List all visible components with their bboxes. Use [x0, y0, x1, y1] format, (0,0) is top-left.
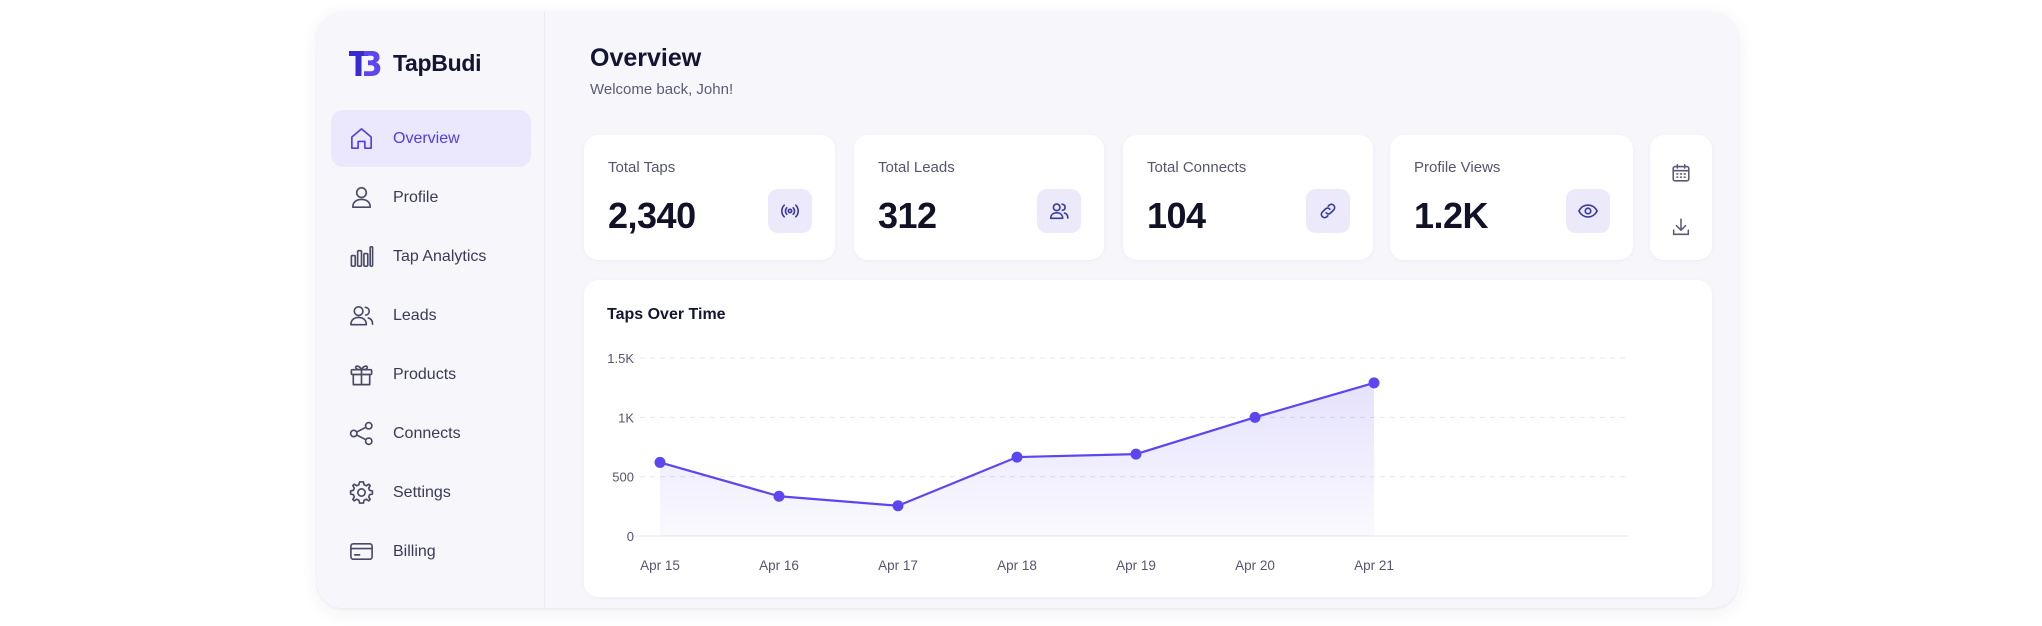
- eye-icon: [1566, 189, 1610, 233]
- sidebar-item-settings[interactable]: Settings: [331, 464, 531, 521]
- sidebar-item-connects[interactable]: Connects: [331, 405, 531, 462]
- stat-value: 2,340: [608, 195, 696, 236]
- sidebar-item-label: Tap Analytics: [393, 247, 487, 265]
- sidebar: TapBudi Overview Profile Tap Analytics: [317, 12, 545, 608]
- sidebar-item-label: Products: [393, 365, 457, 383]
- stat-card-total-connects[interactable]: Total Connects 104: [1123, 135, 1373, 260]
- tapbudi-logo-icon: [349, 51, 381, 76]
- stat-value: 312: [878, 195, 937, 236]
- stat-value: 1.2K: [1414, 195, 1489, 236]
- stat-card-total-leads[interactable]: Total Leads 312: [854, 135, 1104, 260]
- stat-label: Profile Views: [1414, 159, 1501, 176]
- share-icon: [347, 420, 375, 448]
- x-tick-label: Apr 18: [997, 558, 1037, 573]
- stat-card-profile-views[interactable]: Profile Views 1.2K: [1390, 135, 1633, 260]
- home-icon: [347, 125, 375, 153]
- page-title: Overview: [590, 44, 702, 72]
- brand-name: TapBudi: [393, 49, 482, 76]
- bar-chart-icon: [347, 243, 375, 271]
- sidebar-item-label: Billing: [393, 542, 436, 560]
- sidebar-nav: Overview Profile Tap Analytics Leads: [331, 110, 531, 582]
- sidebar-item-billing[interactable]: Billing: [331, 523, 531, 580]
- y-tick-label: 1K: [618, 410, 634, 425]
- stat-value: 104: [1147, 195, 1206, 236]
- x-tick-label: Apr 16: [759, 558, 799, 573]
- sidebar-item-label: Settings: [393, 483, 451, 501]
- y-tick-label: 1.5K: [607, 351, 634, 366]
- data-point: [1249, 411, 1261, 423]
- users-icon: [347, 302, 375, 330]
- brand-logo[interactable]: TapBudi: [347, 48, 481, 78]
- sidebar-item-label: Leads: [393, 306, 437, 324]
- x-tick-label: Apr 17: [878, 558, 918, 573]
- x-tick-label: Apr 21: [1354, 558, 1394, 573]
- x-tick-label: Apr 20: [1235, 558, 1275, 573]
- stat-label: Total Connects: [1147, 159, 1247, 176]
- quick-actions-panel: [1650, 135, 1712, 260]
- x-tick-label: Apr 15: [640, 558, 680, 573]
- broadcast-icon: [768, 189, 812, 233]
- welcome-message: Welcome back, John!: [590, 81, 734, 98]
- sidebar-item-leads[interactable]: Leads: [331, 287, 531, 344]
- credit-card-icon: [347, 538, 375, 566]
- taps-over-time-card: Taps Over Time 0 500 1K 1.5K Apr 15 Apr 16 Apr…: [584, 280, 1712, 597]
- sidebar-item-profile[interactable]: Profile: [331, 169, 531, 226]
- data-point: [1011, 451, 1023, 463]
- sidebar-item-label: Overview: [393, 129, 460, 147]
- gift-icon: [347, 361, 375, 389]
- app-window: TapBudi Overview Profile Tap Analytics: [317, 12, 1738, 608]
- download-icon: [1672, 218, 1690, 236]
- calendar-button[interactable]: [1667, 159, 1695, 187]
- x-tick-label: Apr 19: [1116, 558, 1156, 573]
- chart-title: Taps Over Time: [607, 306, 726, 323]
- stat-label: Total Leads: [878, 159, 955, 176]
- users-icon: [1037, 189, 1081, 233]
- sidebar-item-tap-analytics[interactable]: Tap Analytics: [331, 228, 531, 285]
- data-point: [654, 456, 666, 468]
- sidebar-item-label: Profile: [393, 188, 439, 206]
- data-point: [773, 490, 785, 502]
- link-icon: [1306, 189, 1350, 233]
- stat-card-total-taps[interactable]: Total Taps 2,340: [584, 135, 835, 260]
- y-tick-label: 0: [627, 529, 634, 544]
- data-point: [1368, 377, 1380, 389]
- sidebar-item-overview[interactable]: Overview: [331, 110, 531, 167]
- y-tick-label: 500: [612, 470, 634, 485]
- main-content: Overview Welcome back, John! Total Taps …: [545, 12, 1738, 608]
- data-point: [1130, 448, 1142, 460]
- sidebar-item-label: Connects: [393, 424, 461, 442]
- gear-icon: [347, 479, 375, 507]
- download-button[interactable]: [1667, 213, 1695, 241]
- taps-line-chart: 0 500 1K 1.5K Apr 15 Apr 16 Apr 17 Apr 18 Apr 19…: [607, 351, 1629, 573]
- sidebar-item-products[interactable]: Products: [331, 346, 531, 403]
- calendar-icon: [1672, 163, 1690, 182]
- stat-label: Total Taps: [608, 159, 676, 176]
- user-icon: [347, 184, 375, 212]
- data-point: [892, 500, 904, 512]
